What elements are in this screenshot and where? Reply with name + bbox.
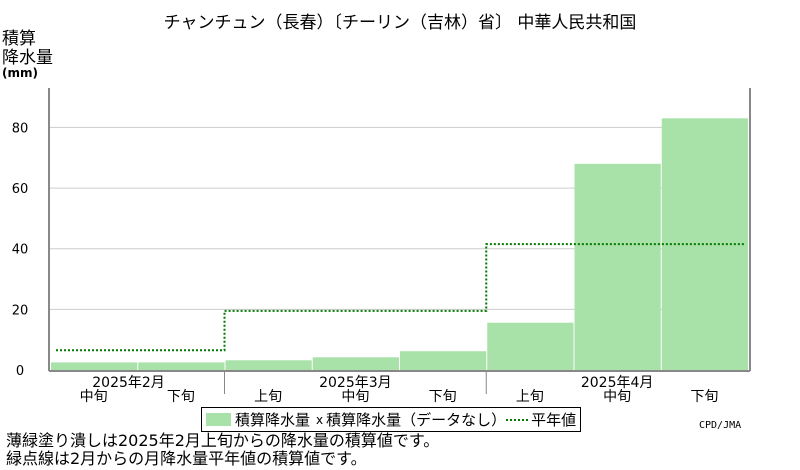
bar-precip-7: [574, 163, 661, 370]
bar-precip-3: [225, 360, 312, 370]
legend-bar-label: 積算降水量: [235, 411, 311, 429]
note-dotted: 緑点線は2月からの月降水量平年値の積算値です。: [6, 449, 367, 468]
x-tick-label: 下旬: [167, 389, 195, 405]
bar-precip-6: [487, 322, 574, 370]
x-tick-label: 上旬: [516, 389, 544, 405]
bar-precip-2: [138, 362, 225, 370]
y-axis-label-line-2: 降水量: [2, 48, 53, 68]
legend-normal-label: 平年値: [531, 411, 577, 429]
bar-precip-4: [312, 357, 399, 370]
y-tick-label: 80: [12, 121, 29, 136]
legend-bar-swatch: [206, 413, 231, 426]
y-axis-label: 積算 降水量: [2, 30, 53, 68]
x-tick-label: 中旬: [603, 389, 631, 405]
legend-normal-line-swatch: [506, 418, 529, 421]
y-axis-unit: (mm): [2, 66, 38, 80]
x-tick-label: 中旬: [341, 389, 369, 405]
y-axis-label-line-1: 積算: [2, 29, 36, 49]
note-fill: 薄緑塗り潰しは2025年2月上旬からの降水量の積算値です。: [6, 431, 440, 450]
bar-precip-1: [51, 362, 138, 370]
month-label: 2025年4月: [581, 375, 654, 391]
x-tick-label: 中旬: [80, 389, 108, 405]
legend: 積算降水量 x 積算降水量（データなし） 平年値: [201, 407, 582, 432]
chart-title: チャンチュン（長春）〔チーリン（吉林）省〕 中華人民共和国: [163, 13, 637, 33]
x-tick-label: 上旬: [254, 389, 282, 405]
y-tick-label: 20: [12, 303, 29, 318]
y-tick-label: 60: [12, 182, 29, 197]
credit-text: CPD/JMA: [699, 420, 742, 431]
normal-line: [56, 243, 744, 352]
legend-missing-label: 積算降水量（データなし）: [326, 411, 507, 429]
y-tick-label: 40: [12, 243, 29, 258]
month-label: 2025年2月: [92, 375, 165, 391]
bar-precip-5: [400, 351, 487, 370]
y-tick-label: 0: [16, 364, 24, 379]
x-tick-label: 下旬: [690, 389, 718, 405]
legend-missing-mark: x: [316, 412, 324, 427]
bar-precip-8: [661, 118, 748, 371]
x-tick-label: 下旬: [429, 389, 457, 405]
month-label: 2025年3月: [319, 375, 392, 391]
